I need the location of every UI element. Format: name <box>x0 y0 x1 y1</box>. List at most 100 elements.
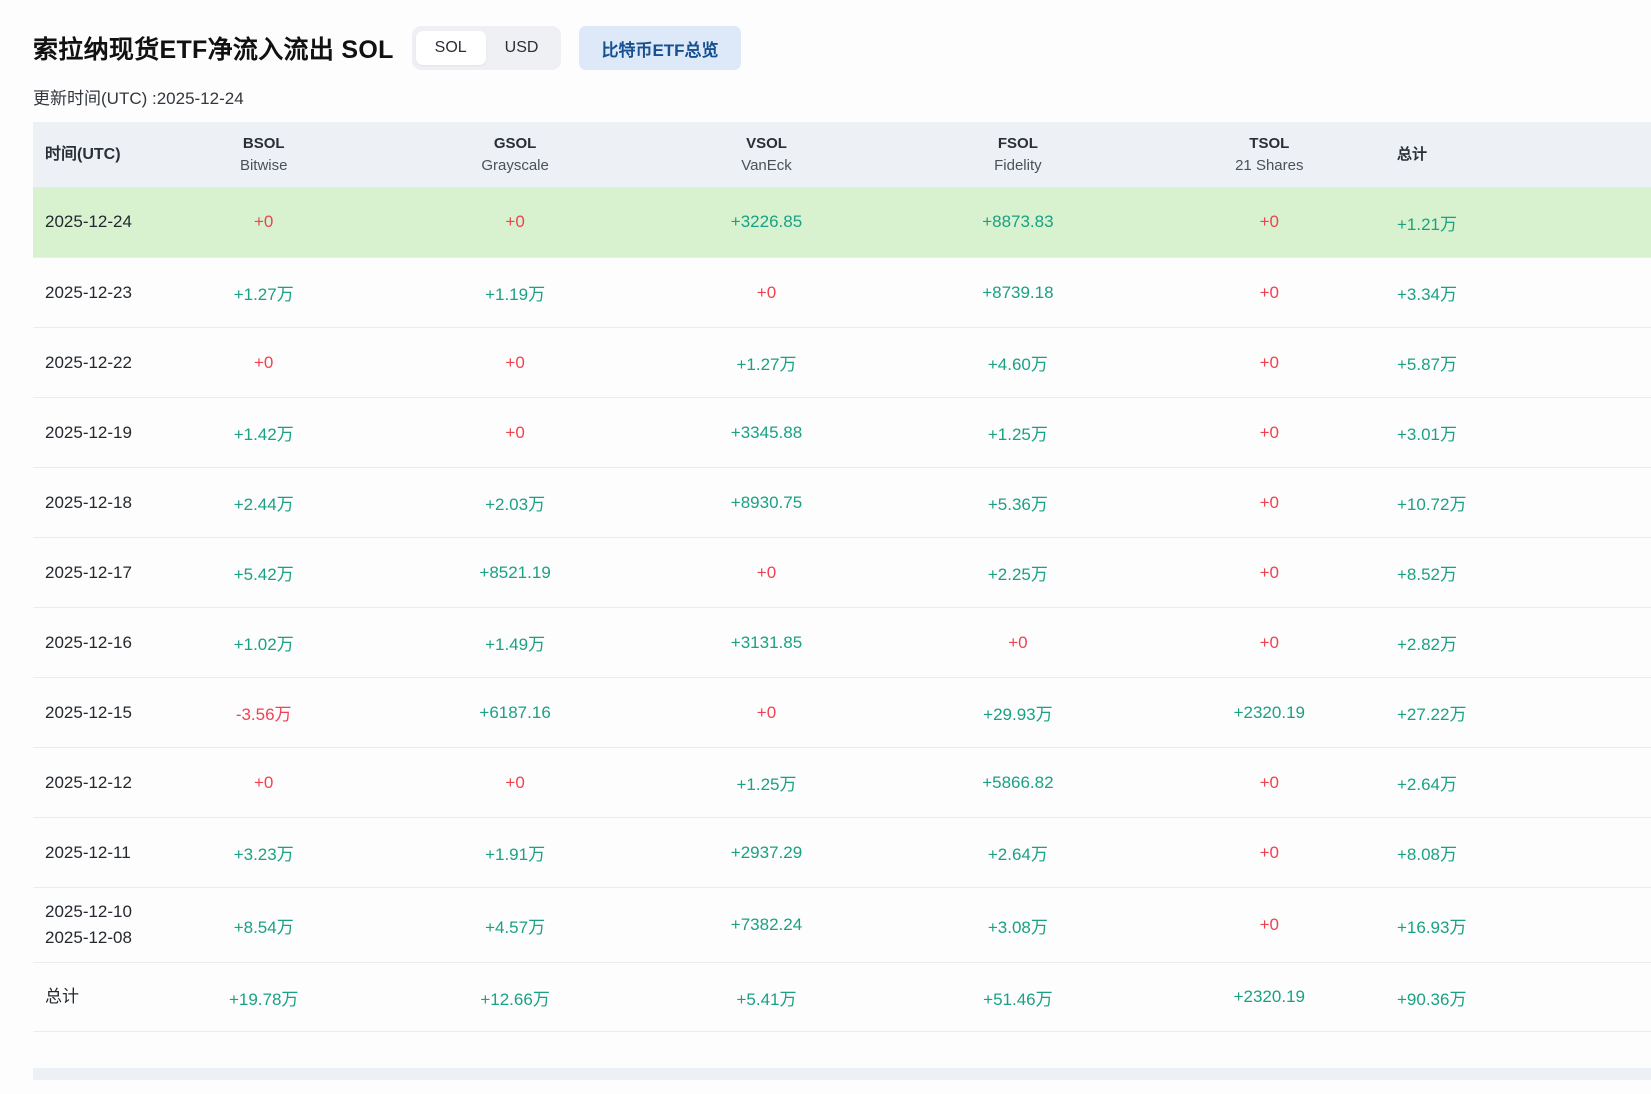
cell-fsol: +8739.18 <box>982 282 1054 302</box>
table-row: 2025-12-24 +0 +0 +3226.85 +8873.83 +0 +1.21万 <box>33 187 1651 257</box>
row-date: 2025-12-12 <box>45 772 132 792</box>
table-row: 2025-12-11 +3.23万 +1.91万 +2937.29 +2.64万 +0 +8… <box>33 817 1651 887</box>
cell-bsol: +0 <box>254 772 274 792</box>
cell-total: +3.34万 <box>1396 285 1457 304</box>
table-row: 2025-12-10 2025-12-08 +8.54万 +4.57万 +7382.24… <box>33 887 1651 962</box>
cell-total: +3.01万 <box>1396 425 1457 444</box>
cell-tsol: +0 <box>1259 772 1279 792</box>
cell-bsol: +0 <box>254 212 274 231</box>
cell-total: +27.22万 <box>1396 705 1467 724</box>
cell-fsol: +8873.83 <box>982 212 1054 231</box>
table-header-row: 时间(UTC) BSOL Bitwise GSOL Grayscale VSOL… <box>33 122 1651 187</box>
table-row-total: 总计 +19.78万 +12.66万 +5.41万 +51.46万 +2320.19 +90… <box>33 962 1651 1032</box>
cell-vsol: +3345.88 <box>730 422 803 442</box>
row-date: 2025-12-18 <box>45 492 132 512</box>
toggle-option-usd[interactable]: USD <box>504 39 539 56</box>
cell-bsol: +8.54万 <box>233 917 294 937</box>
cell-tsol: +0 <box>1259 632 1279 652</box>
row-date: 2025-12-11 <box>45 842 131 862</box>
cell-tsol: +0 <box>1259 562 1279 582</box>
cell-vsol: +7382.24 <box>730 915 803 934</box>
top-bar: 索拉纳现货ETF净流入流出 SOL SOL USD 比特币ETF总览 <box>33 24 1651 72</box>
row-date: 2025-12-10 2025-12-08 <box>45 902 132 947</box>
page-title: 索拉纳现货ETF净流入流出 SOL <box>33 36 394 64</box>
table-row: 2025-12-16 +1.02万 +1.49万 +3131.85 +0 +0 +2.82万 <box>33 607 1651 677</box>
cell-bsol: +0 <box>254 352 274 372</box>
cell-bsol: +1.02万 <box>233 635 294 654</box>
cell-fsol: +5866.82 <box>982 772 1054 792</box>
cell-tsol: +2320.19 <box>1233 702 1305 722</box>
cell-fsol: +29.93万 <box>983 705 1053 724</box>
cell-vsol: +0 <box>756 282 777 302</box>
cell-tsol: +0 <box>1259 282 1279 302</box>
column-header-tsol: TSOL 21 Shares <box>1235 134 1304 174</box>
cell-gsol: +1.91万 <box>485 845 546 864</box>
cell-tsol: +0 <box>1259 492 1279 512</box>
cell-vsol: +2937.29 <box>730 842 803 862</box>
cell-gsol: +2.03万 <box>485 495 546 514</box>
currency-toggle: SOL USD <box>411 26 562 70</box>
cell-vsol: +8930.75 <box>730 492 803 512</box>
cell-tsol: +0 <box>1259 422 1279 442</box>
row-date: 2025-12-22 <box>45 352 132 372</box>
etf-flow-table: 时间(UTC) BSOL Bitwise GSOL Grayscale VSOL… <box>33 122 1651 1032</box>
cell-total: +10.72万 <box>1396 495 1467 514</box>
cell-gsol: +0 <box>505 422 525 442</box>
cell-fsol: +1.25万 <box>987 425 1048 444</box>
cell-fsol: +3.08万 <box>987 917 1048 937</box>
cell-tsol: +0 <box>1259 212 1279 231</box>
cell-bsol: +5.42万 <box>233 565 294 584</box>
cell-gsol: +0 <box>505 212 525 231</box>
cell-fsol: +0 <box>1008 632 1028 652</box>
table-row: 2025-12-12 +0 +0 +1.25万 +5866.82 +0 +2.64万 <box>33 747 1651 817</box>
cell-total: +1.21万 <box>1396 214 1457 234</box>
table-row: 2025-12-18 +2.44万 +2.03万 +8930.75 +5.36万 +0 +1… <box>33 467 1651 537</box>
cell-vsol: +3131.85 <box>730 632 803 652</box>
toggle-option-sol[interactable]: SOL <box>415 31 486 65</box>
cell-vsol: +0 <box>756 562 777 582</box>
cell-total: +8.52万 <box>1396 565 1457 584</box>
table-row: 2025-12-22 +0 +0 +1.27万 +4.60万 +0 +5.87万 <box>33 327 1651 397</box>
cell-bsol: +1.42万 <box>233 425 294 444</box>
cell-tsol: +0 <box>1259 842 1279 862</box>
column-header-time: 时间(UTC) <box>45 145 121 163</box>
cell-gsol: +1.49万 <box>485 635 546 654</box>
cell-vsol: +0 <box>756 702 777 722</box>
table-row: 2025-12-23 +1.27万 +1.19万 +0 +8739.18 +0 +3.34万 <box>33 257 1651 327</box>
cell-bsol: +2.44万 <box>233 495 294 514</box>
cell-gsol: +6187.16 <box>479 702 551 722</box>
btc-etf-overview-button[interactable]: 比特币ETF总览 <box>579 26 741 70</box>
row-date: 2025-12-24 <box>45 212 132 231</box>
cell-fsol: +2.64万 <box>987 845 1048 864</box>
cell-gsol: +8521.19 <box>479 562 551 582</box>
column-header-fsol: FSOL Fidelity <box>994 134 1042 174</box>
cell-total: +5.87万 <box>1396 355 1457 374</box>
cell-fsol: +4.60万 <box>987 355 1048 374</box>
cell-fsol: +5.36万 <box>987 495 1048 514</box>
cell-vsol: +1.27万 <box>736 355 797 374</box>
cell-bsol: +1.27万 <box>233 285 294 304</box>
cell-total: +8.08万 <box>1396 845 1457 864</box>
cell-bsol: +19.78万 <box>228 989 299 1009</box>
row-date: 2025-12-17 <box>45 562 132 582</box>
table-body: 2025-12-24 +0 +0 +3226.85 +8873.83 +0 +1.21万 20… <box>33 187 1651 1032</box>
table-row: 2025-12-19 +1.42万 +0 +3345.88 +1.25万 +0 +3.01万 <box>33 397 1651 467</box>
cell-tsol: +2320.19 <box>1233 987 1305 1006</box>
table-row: 2025-12-17 +5.42万 +8521.19 +0 +2.25万 +0 +8.52万 <box>33 537 1651 607</box>
cell-vsol: +1.25万 <box>736 775 797 794</box>
cell-gsol: +0 <box>505 772 525 792</box>
cell-bsol: -3.56万 <box>235 705 292 724</box>
cell-gsol: +4.57万 <box>485 917 546 937</box>
row-date: 2025-12-23 <box>45 282 132 302</box>
cell-gsol: +12.66万 <box>480 989 550 1009</box>
column-header-total: 总计 <box>1396 145 1427 163</box>
update-time: 更新时间(UTC) :2025-12-24 <box>33 89 244 108</box>
cell-total: +90.36万 <box>1396 989 1467 1009</box>
cell-vsol: +5.41万 <box>736 989 797 1009</box>
cell-gsol: +1.19万 <box>485 285 546 304</box>
cell-total: +2.64万 <box>1396 775 1457 794</box>
table-row: 2025-12-15 -3.56万 +6187.16 +0 +29.93万 +2320.1… <box>33 677 1651 747</box>
row-date: 2025-12-16 <box>45 632 132 652</box>
column-header-gsol: GSOL Grayscale <box>481 134 549 174</box>
